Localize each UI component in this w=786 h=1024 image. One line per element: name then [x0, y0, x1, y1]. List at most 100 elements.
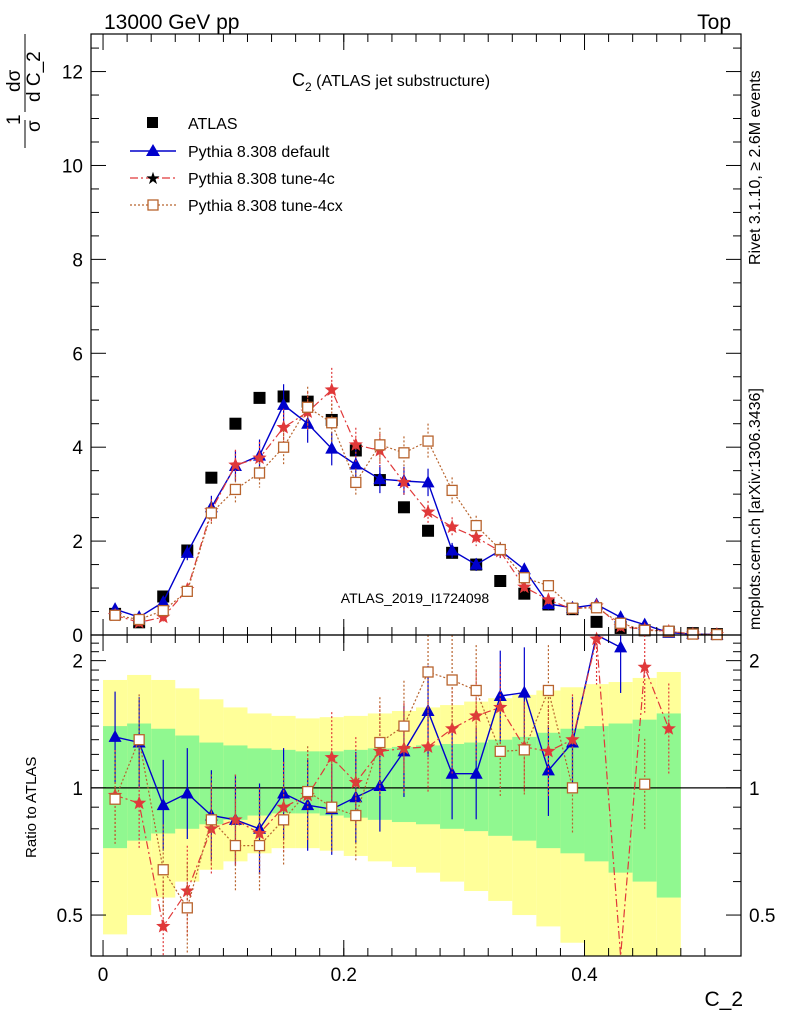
x-tick-label: 0.2: [331, 965, 357, 986]
ratio-point: [180, 786, 194, 799]
header-left: 13000 GeV pp: [104, 11, 239, 34]
ratio-point: [277, 814, 290, 826]
ratio-point: [157, 864, 169, 876]
ratio-line-1: [114, 638, 670, 957]
ylabel-frac-den: σ: [24, 120, 45, 132]
x-tick-label: 0: [98, 965, 109, 986]
legend-marker-tune4c: ★: [145, 169, 160, 188]
data-point: [156, 609, 171, 624]
ratio-point: [350, 809, 362, 822]
y-tick-label: 10: [62, 156, 83, 177]
ratio-point: [253, 839, 266, 852]
data-point: [229, 483, 242, 496]
data-point: [445, 543, 459, 556]
data-point: [276, 420, 291, 434]
chart-title: C2 (ATLAS jet substructure): [292, 70, 490, 94]
data-point: [422, 524, 435, 537]
data-point: [253, 467, 266, 479]
data-point: [374, 439, 386, 451]
data-point: [180, 545, 194, 558]
ratio-point: [373, 779, 387, 792]
legend-marker-default: [146, 144, 160, 156]
legend-label-tune4cx: Pythia 8.308 tune-4cx: [188, 198, 343, 215]
ratio-point: [133, 734, 145, 746]
data-point: [470, 519, 482, 532]
data-point: [687, 628, 699, 640]
data-point: [494, 575, 507, 588]
ratio-ylabel: Ratio to ATLAS: [23, 757, 40, 858]
ratio-line-2: [114, 671, 574, 910]
data-point: [542, 580, 555, 592]
data-point: [277, 441, 290, 453]
ratio-y-tick-label-right: 2: [749, 652, 760, 673]
legend-label-atlas: ATLAS: [188, 116, 238, 133]
data-point: [252, 450, 267, 465]
rivet-label: Rivet 3.1.10, ≥ 2.6M events: [747, 70, 764, 265]
ratio-point: [132, 795, 147, 810]
ratio-point: [156, 798, 170, 811]
data-point: [590, 615, 603, 628]
data-point: [373, 472, 387, 485]
legend: ATLAS Pythia 8.308 default ★ Pythia 8.30…: [130, 116, 343, 215]
data-point: [326, 417, 338, 429]
series-line-1: [114, 403, 717, 636]
ratio-point: [276, 799, 291, 814]
ratio-point: [637, 659, 652, 674]
y-tick-label: 0: [72, 626, 83, 647]
y-tick-label: 2: [72, 532, 83, 553]
ratio-point: [181, 902, 193, 914]
data-point: [566, 602, 579, 614]
ratio-point: [348, 774, 363, 789]
ratio-point: [109, 793, 121, 805]
data-point: [590, 602, 603, 614]
ratio-point: [661, 721, 676, 735]
data-point: [350, 476, 362, 489]
ratio-point: [541, 763, 555, 776]
mcplots-label: mcplots.cern.ch [arXiv:1306.3436]: [747, 388, 764, 630]
ratio-point: [396, 740, 412, 755]
data-point: [469, 529, 484, 544]
ylabel-frac-num: 1: [4, 114, 25, 125]
data-point: [517, 579, 532, 594]
data-point: [663, 625, 675, 637]
ratio-point: [639, 778, 651, 790]
ratio-point: [542, 684, 555, 697]
ratio-point: [205, 814, 218, 826]
ratio-point: [614, 640, 628, 653]
main-ylabel: 1 σ dσ d C_2: [4, 34, 45, 148]
x-tick-label: 0.4: [571, 965, 598, 986]
legend-marker-atlas: [147, 117, 158, 128]
y-tick-label: 12: [62, 63, 83, 84]
ratio-point: [518, 744, 530, 756]
ratio-point: [180, 883, 195, 898]
data-point: [469, 557, 483, 570]
data-point: [301, 416, 315, 429]
data-point: [421, 475, 435, 488]
data-point: [325, 441, 339, 454]
data-point: [109, 609, 121, 621]
xlabel: C_2: [704, 988, 743, 1011]
ratio-point: [229, 839, 242, 852]
ratio-point: [517, 685, 531, 698]
data-point: [205, 507, 218, 519]
data-point: [324, 382, 339, 396]
ratio-point: [469, 766, 483, 779]
data-point: [229, 417, 242, 430]
ratio-point: [469, 708, 484, 722]
data-point: [397, 501, 410, 514]
ratio-point: [324, 750, 339, 764]
data-point: [398, 447, 410, 459]
data-point: [494, 543, 506, 556]
ratio-point: [422, 666, 434, 678]
ratio-panel: 0.5 0.5 1 1 2 2 0 0.2 0.4: [57, 631, 775, 986]
y-tick-label: 4: [72, 438, 83, 459]
ratio-point: [398, 720, 410, 732]
band-inner-bin: [584, 726, 609, 862]
data-point: [302, 401, 314, 413]
data-point: [446, 484, 458, 497]
data-point: [445, 519, 460, 534]
data-point: [277, 397, 291, 410]
data-point: [422, 435, 434, 447]
ratio-point: [589, 631, 604, 646]
ratio-y-tick-label: 1: [72, 779, 83, 800]
